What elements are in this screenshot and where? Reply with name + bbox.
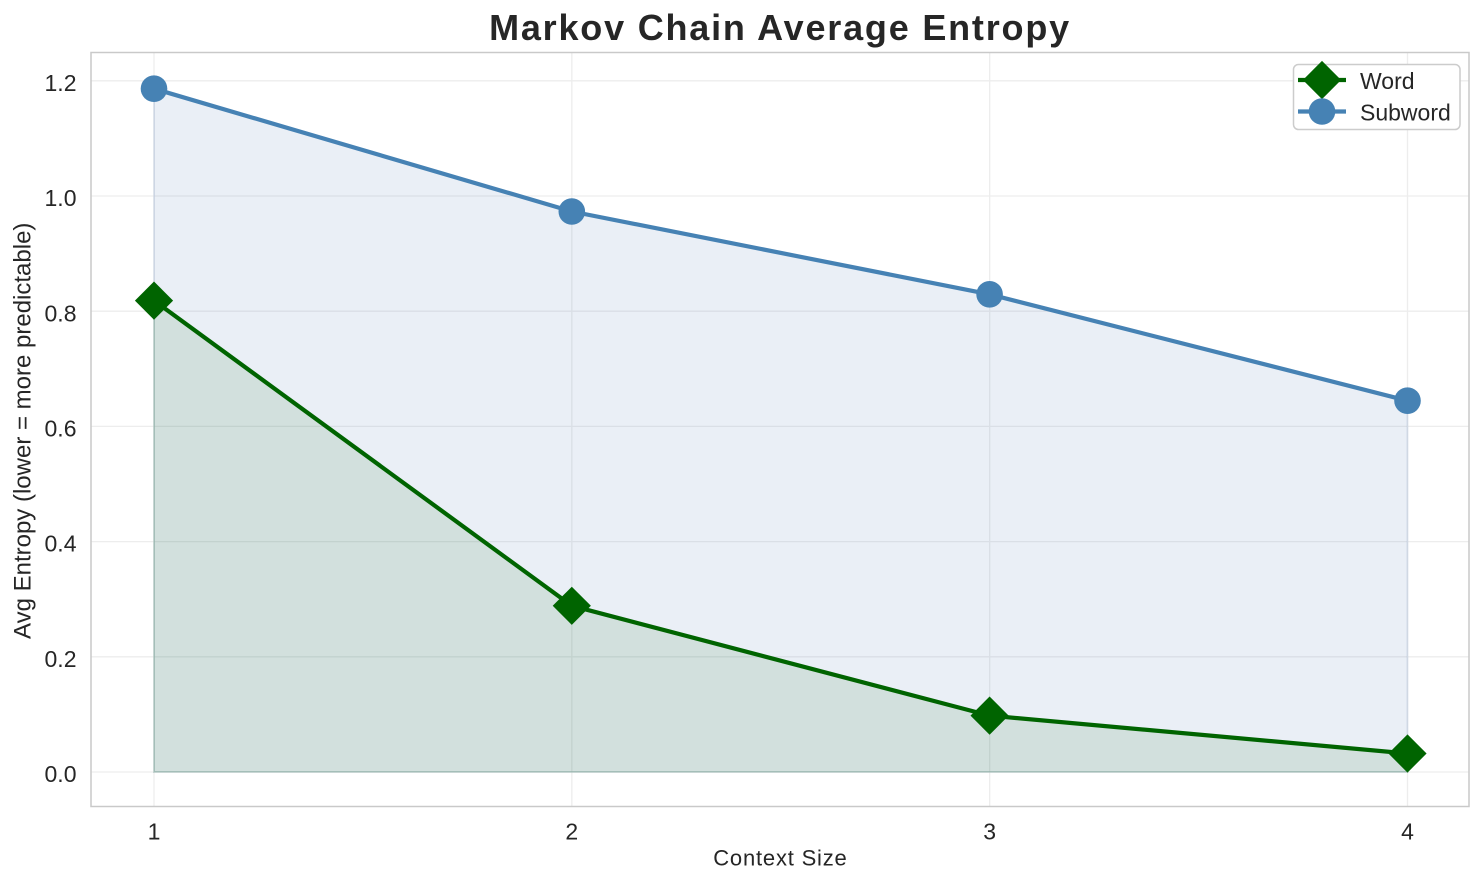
svg-text:4: 4: [1401, 818, 1414, 844]
svg-text:0.4: 0.4: [45, 531, 77, 557]
svg-text:Word: Word: [1360, 68, 1415, 94]
svg-text:Subword: Subword: [1360, 99, 1451, 125]
svg-text:Markov Chain Average Entropy: Markov Chain Average Entropy: [489, 7, 1071, 48]
svg-text:1.2: 1.2: [45, 70, 77, 96]
svg-text:0.8: 0.8: [45, 300, 77, 326]
svg-text:2: 2: [565, 818, 578, 844]
svg-text:1: 1: [148, 818, 161, 844]
svg-text:0.2: 0.2: [45, 646, 77, 672]
svg-text:0.6: 0.6: [45, 416, 77, 442]
svg-text:3: 3: [983, 818, 996, 844]
svg-text:1.0: 1.0: [45, 185, 77, 211]
svg-text:Context Size: Context Size: [713, 846, 847, 871]
svg-text:Avg Entropy (lower = more pred: Avg Entropy (lower = more predictable): [10, 223, 37, 639]
svg-text:0.0: 0.0: [45, 761, 77, 787]
